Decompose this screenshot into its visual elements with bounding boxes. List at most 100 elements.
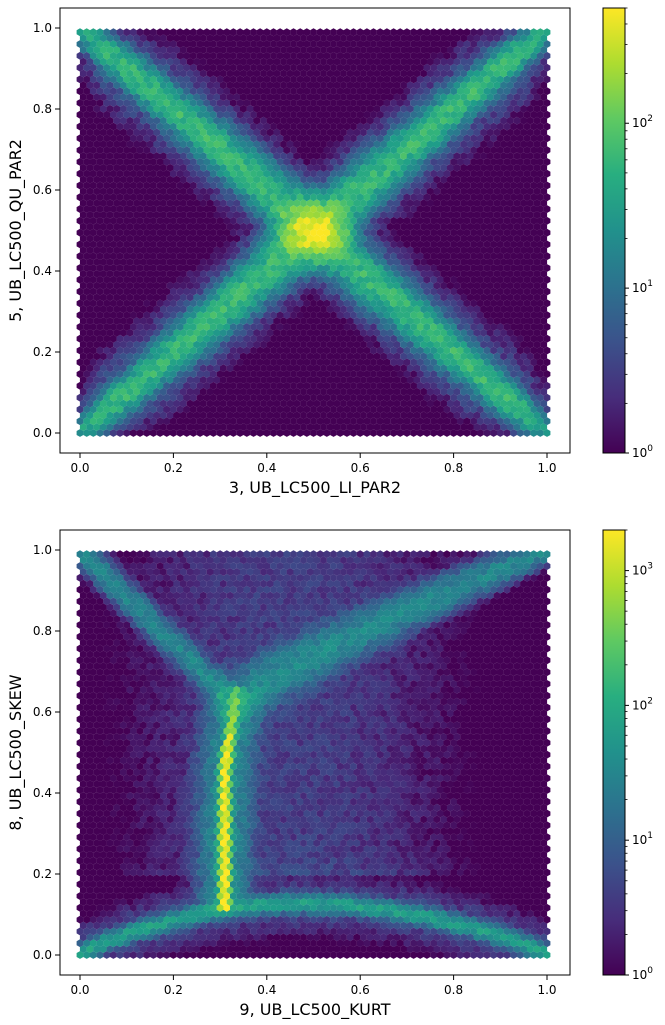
hexbin-cell — [120, 281, 127, 290]
hexbin-cell — [360, 352, 367, 361]
hexbin-cell — [110, 216, 117, 225]
hexbin-cell — [506, 293, 514, 302]
hexbin-cell — [316, 216, 324, 225]
hexbin-cell — [173, 352, 181, 361]
hexbin-cell — [160, 222, 167, 231]
hexbin-cell — [256, 393, 264, 402]
hexbin-cell — [233, 199, 241, 208]
hexbin-cell — [410, 299, 417, 308]
hexbin-cell — [230, 63, 237, 72]
hexbin-cell — [456, 193, 464, 202]
hexbin-cell — [170, 75, 177, 84]
hexbin-cell — [89, 169, 97, 178]
hexbin-cell — [86, 411, 94, 420]
hexbin-cell — [486, 199, 494, 208]
hexbin-cell — [270, 75, 277, 84]
hexbin-cell — [363, 228, 371, 237]
hexbin-cell — [496, 393, 504, 402]
hexbin-cell — [170, 169, 177, 178]
hexbin-cell — [286, 234, 294, 243]
hexbin-cell — [516, 405, 524, 414]
hexbin-cell — [486, 104, 494, 113]
hexbin-cell — [340, 270, 347, 278]
hexbin-cell — [86, 246, 94, 255]
hexbin-cell — [186, 234, 194, 243]
hexbin-cell — [466, 328, 474, 337]
hexbin-cell — [383, 63, 391, 72]
hexbin-cell — [496, 264, 504, 272]
hexbin-cell — [426, 57, 434, 66]
hexbin-cell — [206, 305, 214, 314]
hexbin-cell — [360, 163, 367, 172]
hexbin-cell — [236, 370, 244, 378]
hexbin-cell — [146, 175, 154, 184]
hexbin-cell — [266, 140, 274, 149]
hexbin-cell — [246, 116, 254, 125]
hexbin-cell — [500, 376, 507, 384]
hexbin-cell — [170, 240, 177, 249]
hexbin-cell — [270, 110, 277, 119]
hexbin-cell — [406, 364, 414, 373]
colorbar-tick-base: 10 — [632, 116, 647, 130]
hexbin-cell — [166, 69, 174, 78]
hexbin-cell — [163, 275, 171, 284]
hexbin-cell — [520, 234, 528, 243]
hexbin-cell — [433, 140, 441, 149]
hexbin-cell — [433, 340, 441, 349]
hexbin-cell — [200, 376, 207, 384]
hexbin-cell — [443, 311, 451, 320]
hexbin-cell — [110, 358, 117, 367]
hexbin-cell — [76, 122, 84, 131]
hexbin-cell — [436, 264, 444, 272]
hexbin-cell — [206, 423, 214, 431]
hexbin-cell — [180, 246, 187, 255]
hexbin-cell — [526, 222, 534, 231]
hexbin-cell — [180, 281, 187, 290]
hexbin-cell — [190, 110, 197, 119]
hexbin-cell — [403, 381, 411, 390]
hexbin-cell — [426, 211, 434, 219]
hexbin-cell — [293, 399, 301, 408]
hexbin-cell — [110, 51, 117, 60]
hexbin-cell — [203, 311, 211, 320]
hexbin-cell — [156, 146, 164, 155]
hexbin-cell — [110, 275, 117, 284]
hexbin-cell — [79, 57, 87, 66]
hexbin-cell — [313, 222, 321, 231]
hexbin-cell — [496, 405, 504, 414]
hexbin-cell — [183, 370, 191, 378]
hexbin-cell — [370, 240, 377, 249]
hexbin-cell — [516, 252, 524, 261]
hexbin-cell — [223, 417, 231, 426]
hexbin-cell — [410, 393, 417, 402]
hexbin-cell — [530, 158, 538, 166]
hexbin-cell — [430, 346, 437, 355]
hexbin-cell — [190, 205, 197, 213]
hexbin-cell — [140, 163, 147, 172]
hexbin-cell — [186, 81, 194, 90]
hexbin-cell — [366, 187, 374, 196]
hexbin-cell — [366, 234, 374, 243]
hexbin-cell — [93, 187, 101, 196]
hexbin-cell — [500, 140, 507, 149]
hexbin-cell — [273, 69, 281, 78]
hexbin-cell — [310, 63, 317, 72]
hexbin-cell — [330, 370, 337, 378]
hexbin-cell — [533, 340, 541, 349]
hexbin-cell — [450, 228, 457, 237]
hexbin-cell — [263, 311, 271, 320]
hexbin-cell — [86, 258, 94, 266]
hexbin-cell — [256, 299, 264, 308]
hexbin-cell — [226, 423, 234, 431]
hexbin-cell — [113, 411, 121, 420]
hexbin-cell — [463, 381, 471, 390]
hexbin-cell — [336, 169, 344, 178]
hexbin-cell — [253, 340, 261, 349]
hexbin-cell — [540, 163, 548, 172]
hexbin-cell — [426, 270, 434, 278]
hexbin-cell — [390, 393, 397, 402]
hexbin-cell — [450, 393, 457, 402]
hexbin-cell — [370, 381, 377, 390]
hexbin-cell — [76, 28, 84, 37]
hexbin-cell — [330, 275, 337, 284]
